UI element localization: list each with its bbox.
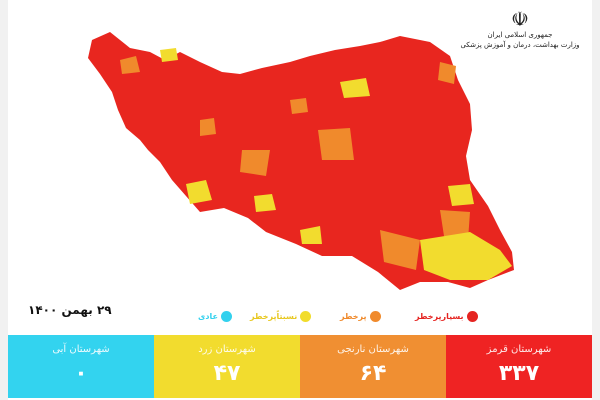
ministry-logo: ☫ جمهوری اسلامی ایران وزارت بهداشت، درما… <box>460 8 580 50</box>
box-label: شهرستان آبی <box>52 344 110 355</box>
county-counts: شهرستان آبی ۰ شهرستان زرد ۴۷ شهرستان نار… <box>8 335 592 398</box>
iran-risk-map <box>88 32 514 290</box>
report-date: ۲۹ بهمن ۱۴۰۰ <box>28 303 112 317</box>
legend-item-high-risk: پرخطر <box>340 311 381 322</box>
legend-item-normal: عادی <box>198 311 232 322</box>
red-county-box: شهرستان قرمز ۳۳۷ <box>446 335 592 398</box>
orange-county-box: شهرستان نارنجی ۶۴ <box>300 335 446 398</box>
box-label: شهرستان زرد <box>198 344 256 355</box>
yellow-dot-icon <box>300 311 312 322</box>
iran-emblem-icon: ☫ <box>511 7 529 31</box>
box-value: ۰ <box>74 361 88 386</box>
box-value: ۴۷ <box>213 361 241 386</box>
legend-label: پرخطر <box>340 312 367 321</box>
logo-line-2: وزارت بهداشت، درمان و آموزش پزشکی <box>460 41 580 49</box>
legend-item-very-high-risk: بسیارپرخطر <box>415 311 478 322</box>
legend-label: عادی <box>198 312 218 321</box>
map-yellow-districts <box>160 48 512 280</box>
legend-item-moderate-risk: نسبتاًپرخطر <box>250 311 312 322</box>
box-value: ۶۴ <box>359 361 387 386</box>
box-value: ۳۳۷ <box>498 361 540 386</box>
logo-line-1: جمهوری اسلامی ایران <box>487 31 553 39</box>
red-dot-icon <box>466 311 478 322</box>
yellow-county-box: شهرستان زرد ۴۷ <box>154 335 300 398</box>
orange-dot-icon <box>369 311 381 322</box>
map-orange-districts <box>120 56 470 270</box>
legend-label: نسبتاًپرخطر <box>250 312 298 321</box>
box-label: شهرستان نارنجی <box>337 344 409 355</box>
blue-county-box: شهرستان آبی ۰ <box>8 335 154 398</box>
legend-label: بسیارپرخطر <box>415 312 464 321</box>
blue-dot-icon <box>220 311 232 322</box>
map-red-region <box>88 32 514 290</box>
box-label: شهرستان قرمز <box>486 344 552 355</box>
